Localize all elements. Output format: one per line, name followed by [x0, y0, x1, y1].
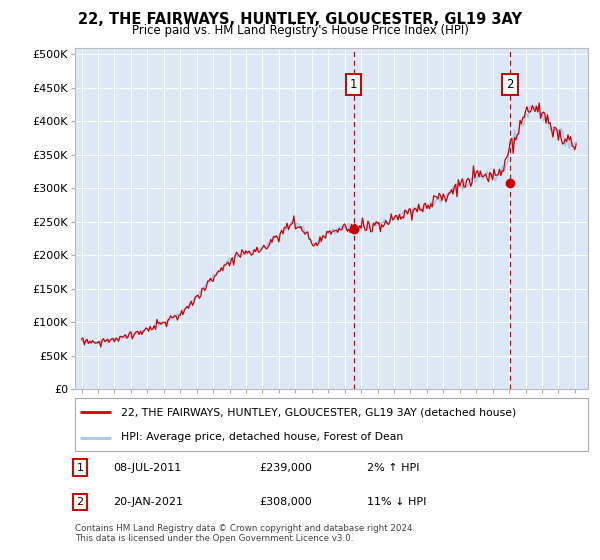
Text: Contains HM Land Registry data © Crown copyright and database right 2024.
This d: Contains HM Land Registry data © Crown c… — [75, 524, 415, 543]
Text: 2: 2 — [506, 78, 514, 91]
Text: 1: 1 — [77, 463, 83, 473]
Text: 11% ↓ HPI: 11% ↓ HPI — [367, 497, 427, 507]
Text: Price paid vs. HM Land Registry's House Price Index (HPI): Price paid vs. HM Land Registry's House … — [131, 24, 469, 36]
Text: 20-JAN-2021: 20-JAN-2021 — [113, 497, 184, 507]
Text: £308,000: £308,000 — [260, 497, 313, 507]
Text: HPI: Average price, detached house, Forest of Dean: HPI: Average price, detached house, Fore… — [121, 432, 403, 442]
Text: 22, THE FAIRWAYS, HUNTLEY, GLOUCESTER, GL19 3AY (detached house): 22, THE FAIRWAYS, HUNTLEY, GLOUCESTER, G… — [121, 408, 517, 418]
Text: 2: 2 — [77, 497, 83, 507]
Text: 08-JUL-2011: 08-JUL-2011 — [113, 463, 182, 473]
Text: £239,000: £239,000 — [260, 463, 313, 473]
Text: 22, THE FAIRWAYS, HUNTLEY, GLOUCESTER, GL19 3AY: 22, THE FAIRWAYS, HUNTLEY, GLOUCESTER, G… — [78, 12, 522, 27]
Text: 2% ↑ HPI: 2% ↑ HPI — [367, 463, 420, 473]
Text: 1: 1 — [350, 78, 357, 91]
